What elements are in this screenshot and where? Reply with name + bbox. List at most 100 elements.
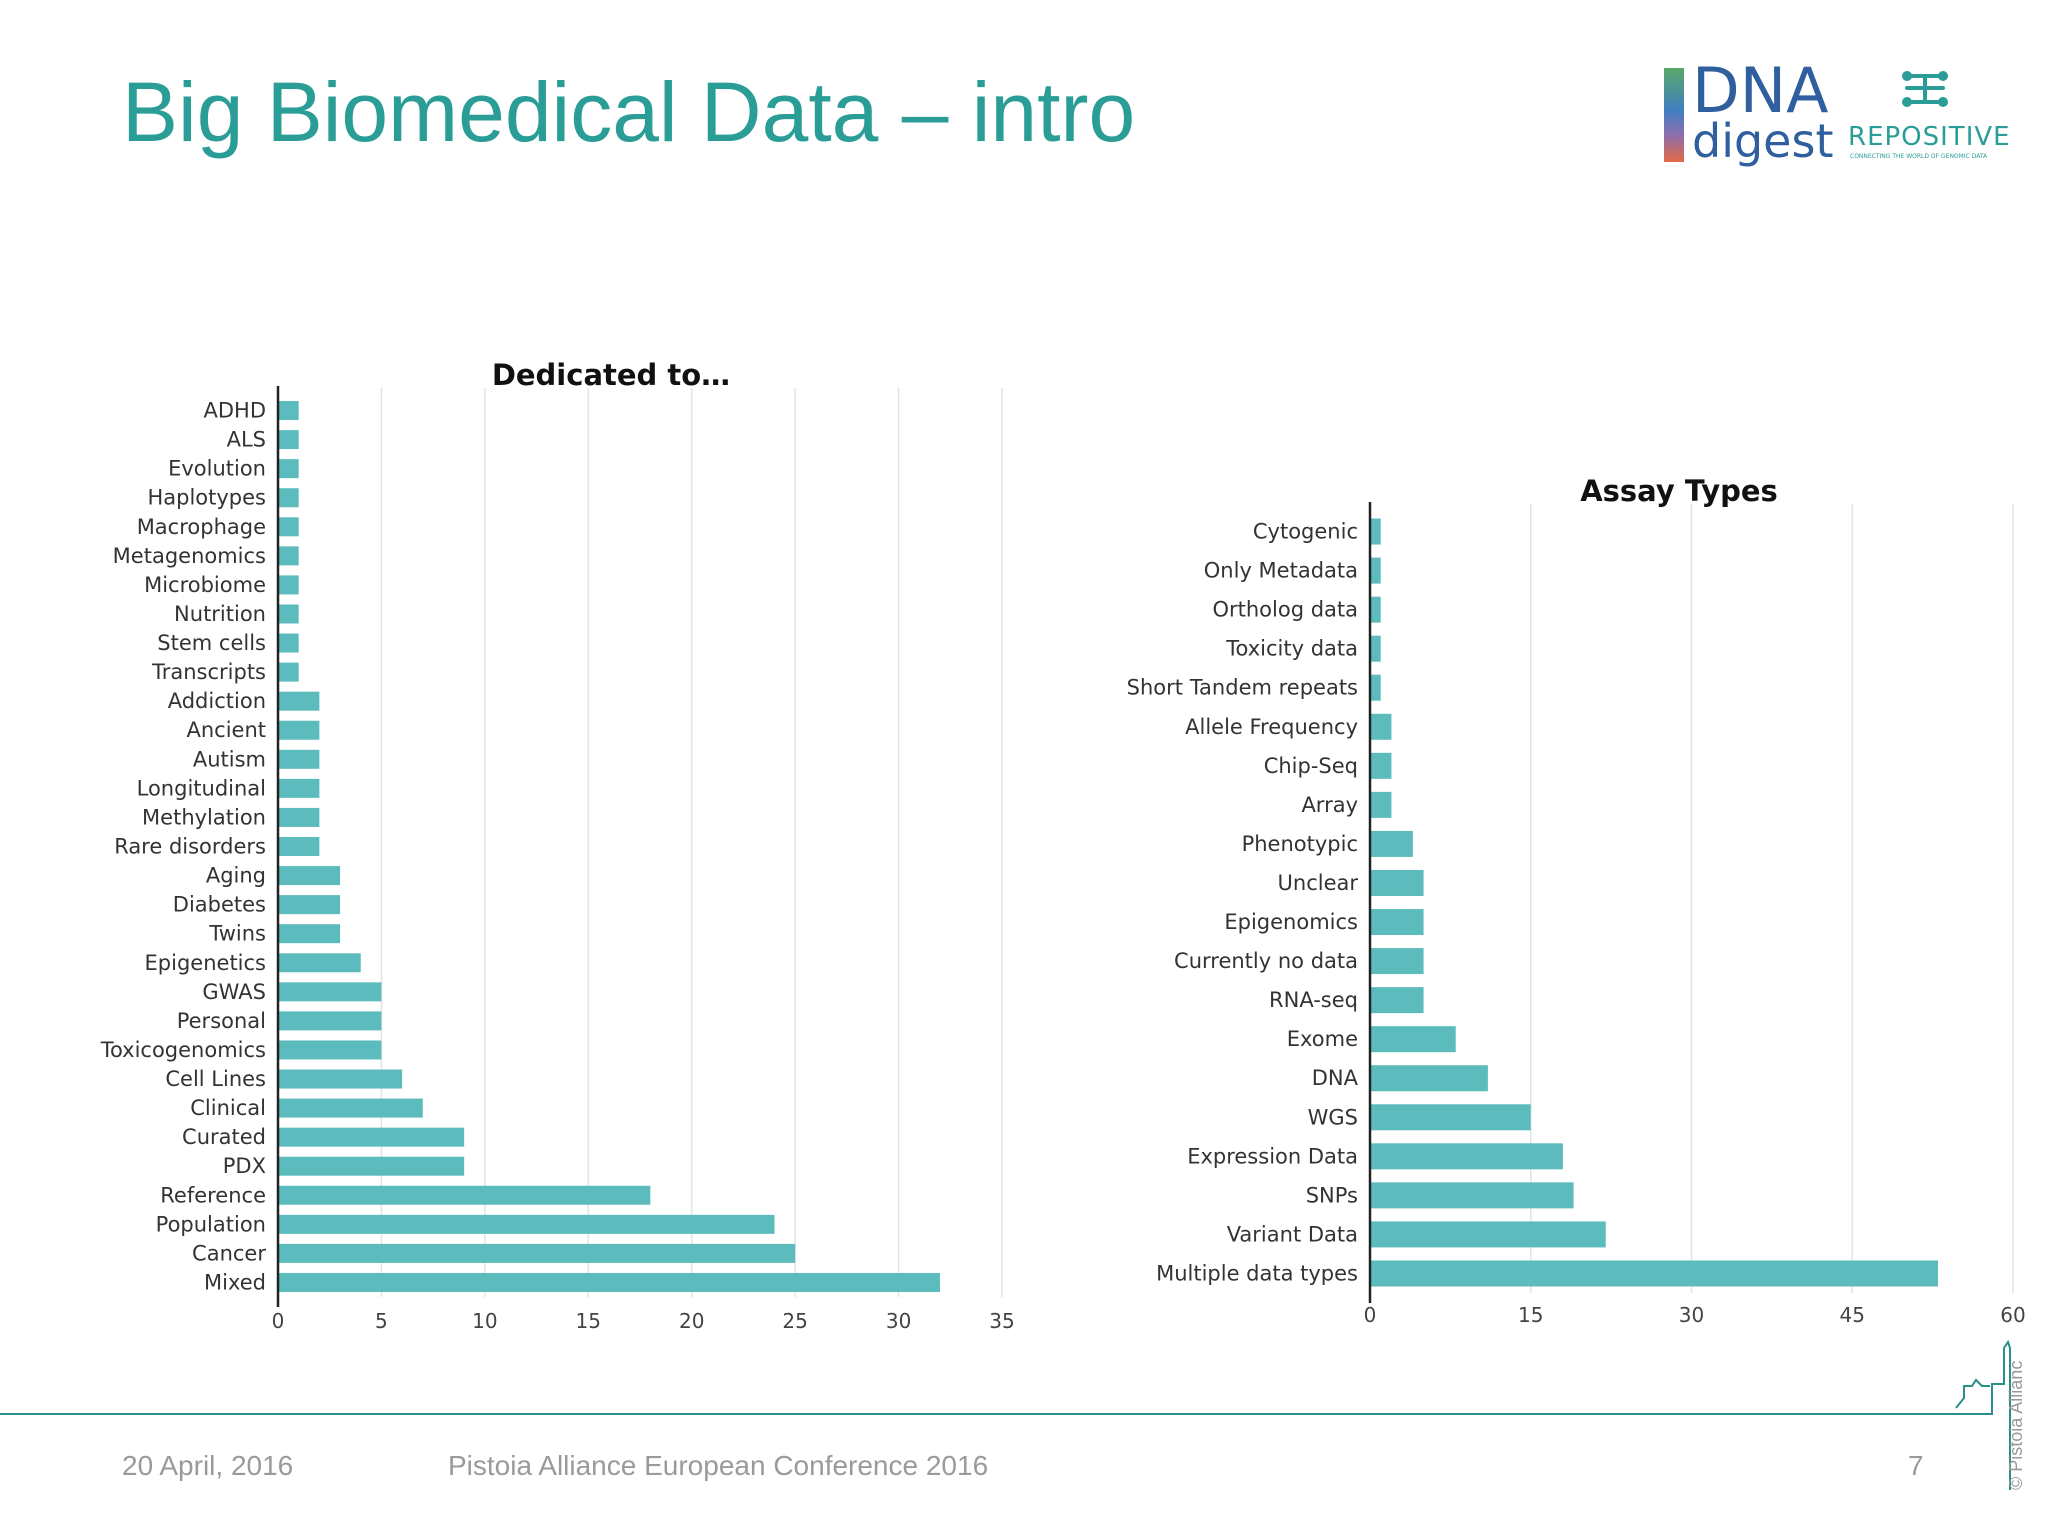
category-label: Ancient xyxy=(186,718,266,742)
category-label: Stem cells xyxy=(157,631,266,655)
bar xyxy=(278,720,320,740)
category-label: Toxicity data xyxy=(1225,637,1358,661)
category-label: Ortholog data xyxy=(1212,598,1358,622)
category-label: Macrophage xyxy=(137,515,266,539)
bar xyxy=(278,1185,651,1205)
bar xyxy=(278,982,382,1002)
bar xyxy=(1370,713,1392,740)
category-label: Haplotypes xyxy=(147,486,266,510)
category-label: DNA xyxy=(1312,1066,1359,1090)
bar xyxy=(1370,518,1381,545)
category-label: WGS xyxy=(1308,1105,1358,1129)
x-tick-label: 30 xyxy=(1679,1303,1704,1327)
category-label: Aging xyxy=(206,864,266,888)
category-label: Phenotypic xyxy=(1242,832,1358,856)
bar xyxy=(278,430,299,450)
category-label: RNA-seq xyxy=(1269,988,1358,1012)
category-label: Epigenomics xyxy=(1224,910,1358,934)
bar xyxy=(278,953,361,973)
category-label: Currently no data xyxy=(1174,949,1358,973)
category-label: Multiple data types xyxy=(1156,1261,1358,1285)
bar xyxy=(1370,1182,1574,1209)
x-tick-label: 0 xyxy=(1364,1303,1377,1327)
category-label: Chip-Seq xyxy=(1264,754,1358,778)
category-label: Addiction xyxy=(168,689,266,713)
bar xyxy=(1370,1260,1938,1287)
x-tick-label: 5 xyxy=(375,1309,388,1333)
category-label: Short Tandem repeats xyxy=(1127,676,1358,700)
category-label: Evolution xyxy=(168,457,266,481)
category-label: Cancer xyxy=(192,1241,266,1265)
category-label: Only Metadata xyxy=(1204,559,1358,583)
bar xyxy=(278,401,299,421)
bar xyxy=(1370,830,1413,857)
bar xyxy=(278,1069,403,1089)
category-label: GWAS xyxy=(202,980,266,1004)
pistoia-castle-icon xyxy=(1952,1340,2011,1490)
bar xyxy=(278,1214,775,1234)
bar xyxy=(278,1272,940,1292)
category-label: Transcripts xyxy=(151,660,266,684)
chart-title: Dedicated to… xyxy=(492,358,730,392)
bar xyxy=(278,604,299,624)
category-label: Allele Frequency xyxy=(1185,715,1358,739)
x-tick-label: 30 xyxy=(886,1309,911,1333)
category-label: Toxicogenomics xyxy=(100,1038,266,1062)
category-label: Clinical xyxy=(190,1096,266,1120)
bar xyxy=(278,924,341,944)
copyright-text: © Pistoia Allianc xyxy=(2006,1360,2026,1490)
bar xyxy=(278,691,320,711)
dna-logo-text: DNA xyxy=(1692,54,1829,127)
bar xyxy=(278,488,299,508)
category-label: Reference xyxy=(160,1183,266,1207)
category-label: Metagenomics xyxy=(113,544,266,568)
bar xyxy=(1370,1143,1563,1170)
repositive-logo-text: REPOSITIVE xyxy=(1848,122,2011,152)
bar xyxy=(278,749,320,769)
category-label: ALS xyxy=(227,428,266,452)
footer-date: 20 April, 2016 xyxy=(122,1450,294,1481)
bar xyxy=(278,895,341,915)
bar xyxy=(278,459,299,479)
category-label: Curated xyxy=(182,1125,266,1149)
repositive-logo: REPOSITIVE CONNECTING THE WORLD OF GENOM… xyxy=(1840,64,2010,164)
bar xyxy=(1370,635,1381,662)
bar xyxy=(1370,557,1381,584)
category-label: Cell Lines xyxy=(165,1067,266,1091)
category-label: Autism xyxy=(193,747,266,771)
category-label: Microbiome xyxy=(144,573,266,597)
bar xyxy=(1370,1026,1456,1053)
category-label: Personal xyxy=(177,1009,266,1033)
category-label: Twins xyxy=(208,922,266,946)
footer-divider xyxy=(0,1413,1952,1415)
bar xyxy=(278,1243,796,1263)
chart-title: Assay Types xyxy=(1580,474,1778,508)
bar xyxy=(278,837,320,856)
bar xyxy=(1370,596,1381,623)
category-label: Epigenetics xyxy=(145,951,266,975)
bar xyxy=(278,1127,465,1147)
dna-logo-color-bar xyxy=(1664,68,1684,162)
footer-conference: Pistoia Alliance European Conference 201… xyxy=(448,1450,989,1481)
bar xyxy=(278,546,299,566)
bar xyxy=(278,517,299,537)
category-label: Array xyxy=(1301,793,1358,817)
bar xyxy=(1370,869,1424,896)
category-label: Cytogenic xyxy=(1253,520,1358,544)
x-tick-label: 25 xyxy=(782,1309,807,1333)
bar xyxy=(278,633,299,653)
category-label: Unclear xyxy=(1278,871,1359,895)
dedicated-to-chart: Dedicated to… ADHD ALS Evolution Haplotypes… xyxy=(100,358,1015,1333)
bar xyxy=(278,866,341,886)
bar xyxy=(278,1156,465,1176)
repositive-icon xyxy=(1902,71,1948,107)
bar xyxy=(278,1098,423,1118)
x-tick-label: 35 xyxy=(989,1309,1014,1333)
bar xyxy=(1370,909,1424,936)
category-label: Exome xyxy=(1287,1027,1358,1051)
digest-logo-text: digest xyxy=(1692,114,1834,168)
bar xyxy=(1370,791,1392,818)
category-label: Diabetes xyxy=(173,893,266,917)
category-label: Expression Data xyxy=(1187,1144,1358,1168)
bar xyxy=(278,807,320,827)
